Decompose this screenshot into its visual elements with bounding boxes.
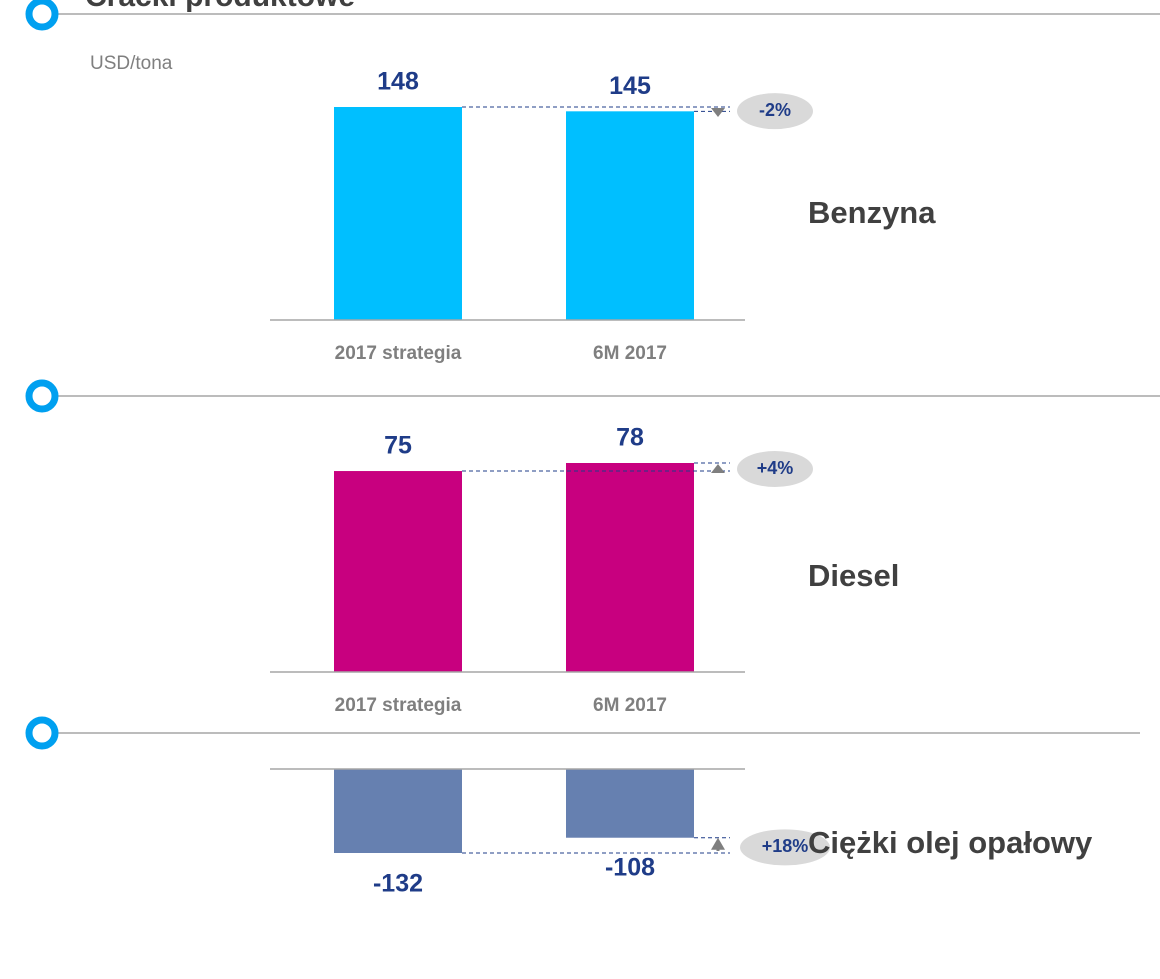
bar (334, 769, 462, 853)
section-marker (25, 716, 59, 750)
product-label: Ciężki olej opałowy (808, 825, 1093, 860)
value-label: 78 (616, 424, 644, 452)
unit-label: USD/tona (90, 53, 173, 74)
change-label: -2% (759, 100, 791, 120)
change-pill (737, 93, 813, 130)
category-label: 6M 2017 (593, 343, 667, 364)
value-label: -108 (605, 853, 655, 881)
section-marker (25, 0, 59, 31)
value-label: 75 (384, 432, 412, 460)
bar (566, 769, 694, 838)
arrow-head (711, 837, 725, 850)
category-label: 6M 2017 (593, 695, 667, 716)
page-title: Cracki produktowe (85, 0, 355, 13)
category-label: 2017 strategia (335, 343, 462, 364)
product-label: Benzyna (808, 195, 936, 230)
change-label: +18% (762, 836, 809, 856)
product-label: Diesel (808, 558, 899, 593)
value-label: -132 (373, 870, 423, 898)
category-label: 2017 strategia (335, 695, 462, 716)
arrow-head (711, 464, 725, 473)
value-label: 145 (609, 72, 651, 100)
value-label: 148 (377, 68, 419, 96)
bar (334, 107, 462, 320)
change-pill (737, 451, 813, 488)
change-pill (740, 829, 830, 866)
arrow-head (711, 108, 725, 117)
section-marker (25, 379, 59, 413)
bar (566, 463, 694, 672)
bar (566, 111, 694, 320)
bar (334, 471, 462, 672)
change-label: +4% (757, 458, 794, 478)
